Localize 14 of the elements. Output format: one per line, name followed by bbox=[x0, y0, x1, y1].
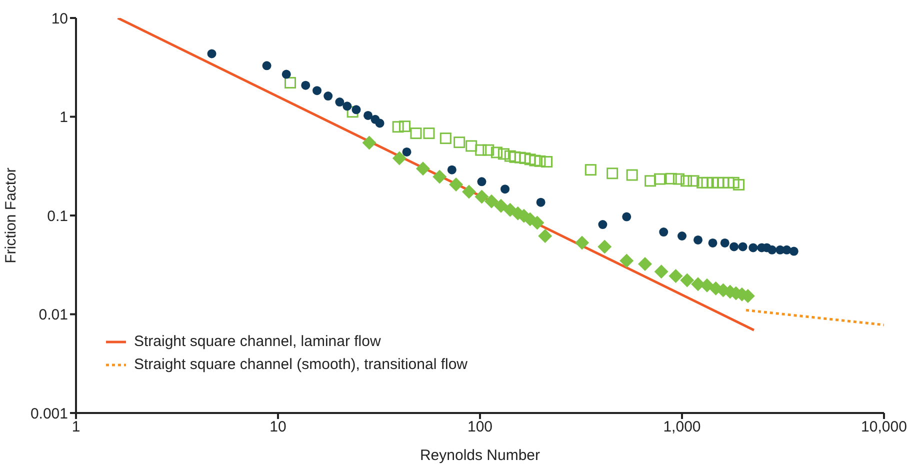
x-tick-label: 10 bbox=[270, 418, 286, 436]
y-axis-title: Friction Factor bbox=[2, 168, 20, 264]
x-axis-title: Reynolds Number bbox=[420, 447, 540, 464]
x-tick-label: 1,000 bbox=[663, 418, 701, 436]
x-tick-label: 1 bbox=[72, 418, 80, 436]
legend-label: Straight square channel (smooth), transitional flow bbox=[134, 355, 468, 375]
legend-label: Straight square channel, laminar flow bbox=[134, 332, 381, 352]
y-tick-label: 1 bbox=[60, 109, 68, 126]
y-tick-label: 0.01 bbox=[38, 306, 68, 324]
y-tick-label: 0.001 bbox=[30, 405, 68, 422]
y-tick-label: 10 bbox=[51, 10, 68, 28]
y-tick-label: 0.1 bbox=[47, 208, 68, 225]
x-tick-label: 100 bbox=[467, 418, 493, 436]
x-tick-label: 10,000 bbox=[861, 418, 907, 436]
